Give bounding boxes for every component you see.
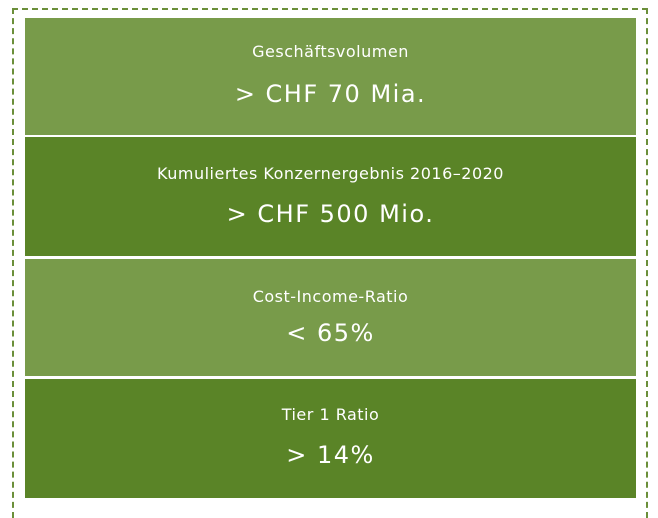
kpi-value: < 65% (286, 319, 375, 347)
kpi-value: > CHF 70 Mia. (234, 80, 427, 108)
kpi-box: Kumuliertes Konzernergebnis 2016–2020 > … (25, 137, 636, 256)
kpi-box: Geschäftsvolumen > CHF 70 Mia. (25, 18, 636, 135)
kpi-value: > 14% (286, 441, 375, 469)
kpi-label: Geschäftsvolumen (252, 42, 409, 61)
kpi-label: Cost-Income-Ratio (252, 287, 409, 306)
kpi-box: Cost-Income-Ratio < 65% (25, 259, 636, 376)
kpi-value: > CHF 500 Mio. (226, 200, 435, 228)
dashed-frame (12, 8, 648, 518)
kpi-box: Tier 1 Ratio > 14% (25, 379, 636, 498)
kpi-label: Kumuliertes Konzernergebnis 2016–2020 (157, 164, 504, 183)
kpi-label: Tier 1 Ratio (281, 405, 380, 424)
